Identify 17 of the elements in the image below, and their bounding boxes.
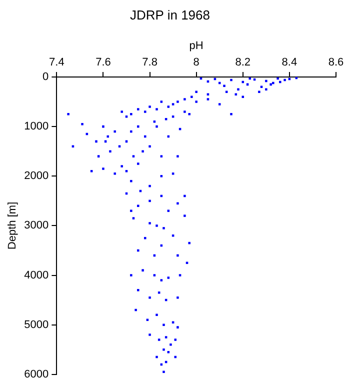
x-tick-label: 8.6 [328, 56, 344, 68]
x-axis-title: pH [189, 40, 204, 52]
x-tick-label: 8.2 [235, 56, 251, 68]
y-axis-title: Depth [m] [6, 202, 19, 250]
y-tick-label: 5000 [24, 318, 49, 331]
y-tick-label: 3000 [24, 220, 49, 232]
y-tick-label: 0 [42, 71, 49, 84]
x-tick-label: 7.8 [142, 56, 158, 68]
x-tick-label: 7.4 [49, 56, 64, 68]
x-tick-label: 7.6 [96, 56, 111, 68]
chart-title: JDRP in 1968 [130, 7, 210, 22]
y-tick-label: 2000 [24, 170, 49, 182]
y-tick-label: 4000 [24, 269, 49, 282]
y-tick-label: 1000 [24, 120, 49, 133]
x-tick-label: 8 [193, 56, 200, 68]
x-tick-label: 8.4 [282, 56, 298, 68]
y-tick-label: 6000 [24, 368, 49, 380]
